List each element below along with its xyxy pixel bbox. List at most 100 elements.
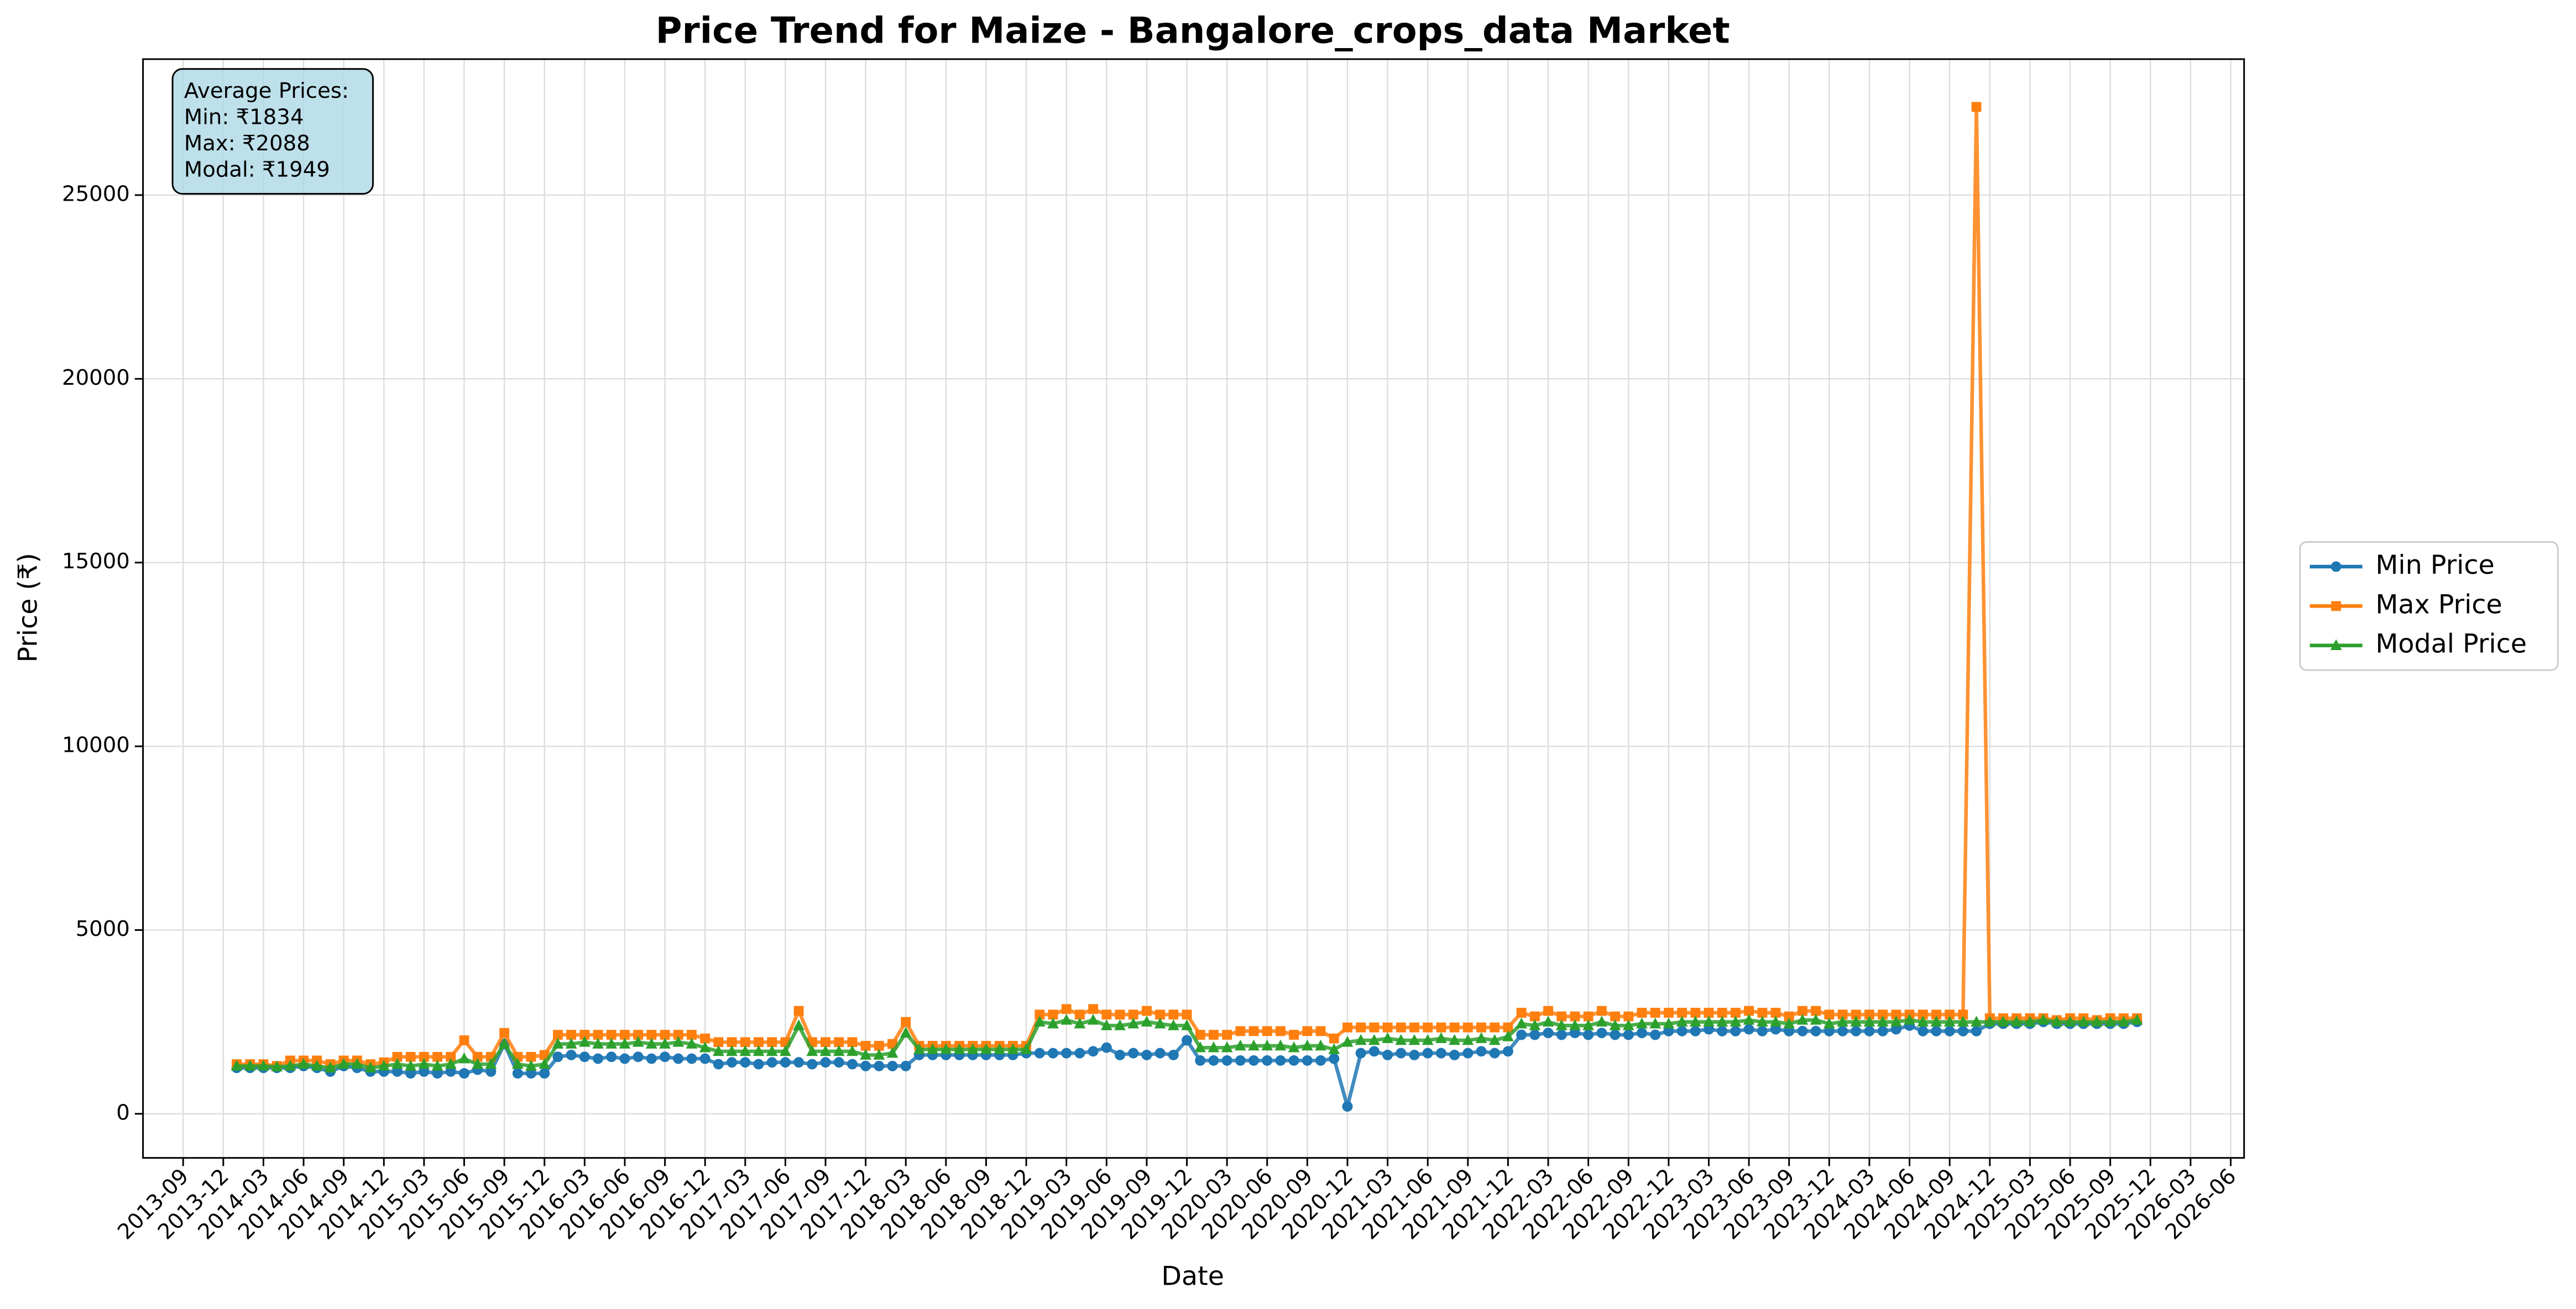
data-point (1677, 1008, 1687, 1018)
data-point (820, 1057, 831, 1068)
data-point (834, 1037, 844, 1048)
data-point (1208, 1055, 1219, 1066)
data-point (565, 1038, 577, 1049)
data-point (1757, 1008, 1768, 1018)
data-point (1141, 1050, 1152, 1061)
data-point (1168, 1009, 1179, 1020)
data-point (726, 1045, 738, 1056)
data-point (687, 1030, 697, 1040)
data-point (2024, 1015, 2036, 1027)
data-point (1261, 1039, 1273, 1051)
data-point (833, 1057, 844, 1068)
data-point (727, 1057, 738, 1068)
data-point (1703, 1015, 1715, 1027)
data-point (619, 1053, 630, 1064)
annotation-box (171, 68, 374, 195)
data-point (1502, 1030, 1514, 1041)
data-point (793, 1019, 805, 1030)
data-point (1717, 1008, 1727, 1018)
data-point (1435, 1032, 1447, 1043)
data-point (980, 1043, 992, 1054)
data-point (1811, 1006, 1821, 1016)
data-point (1716, 1015, 1728, 1027)
data-point (713, 1059, 724, 1070)
data-point (593, 1030, 603, 1040)
data-point (1609, 1019, 1621, 1030)
data-point (1462, 1022, 1473, 1033)
data-point (1637, 1008, 1647, 1018)
data-point (767, 1037, 777, 1048)
y-tick-label: 10000 (62, 733, 130, 758)
data-point (1756, 1015, 1768, 1027)
data-point (511, 1057, 524, 1069)
data-point (874, 1040, 884, 1051)
data-point (458, 1052, 470, 1064)
data-point (525, 1060, 537, 1071)
data-point (994, 1043, 1006, 1054)
data-point (1503, 1022, 1513, 1033)
data-point (672, 1035, 685, 1047)
data-point (1154, 1048, 1166, 1059)
data-point (860, 1049, 872, 1060)
legend-label: Min Price (2375, 550, 2494, 580)
data-point (499, 1028, 510, 1038)
data-point (713, 1045, 724, 1056)
data-point (740, 1037, 750, 1048)
data-point (1342, 1101, 1353, 1112)
data-point (873, 1049, 885, 1060)
data-point (2131, 1014, 2143, 1025)
data-point (338, 1057, 350, 1069)
data-point (1542, 1015, 1554, 1027)
data-point (311, 1060, 323, 1071)
data-point (1328, 1043, 1340, 1054)
data-point (1356, 1022, 1366, 1033)
data-point (1931, 1025, 1942, 1036)
data-point (1409, 1022, 1419, 1033)
data-point (1449, 1034, 1461, 1045)
data-point (1115, 1050, 1126, 1061)
data-point (579, 1051, 590, 1062)
data-point (1020, 1043, 1032, 1054)
data-point (1142, 1006, 1152, 1016)
data-point (1182, 1035, 1193, 1046)
data-point (1543, 1006, 1553, 1016)
data-point (1275, 1055, 1286, 1066)
data-point (1195, 1030, 1205, 1040)
data-point (913, 1043, 925, 1054)
legend-label: Max Price (2375, 589, 2502, 620)
data-point (1650, 1008, 1660, 1018)
data-point (459, 1035, 469, 1045)
data-point (1248, 1055, 1260, 1066)
data-point (833, 1045, 845, 1056)
data-point (1047, 1017, 1059, 1029)
data-point (1329, 1033, 1339, 1044)
data-point (686, 1053, 697, 1064)
data-point (1596, 1028, 1607, 1039)
data-point (1823, 1017, 1835, 1029)
data-point (753, 1045, 765, 1056)
data-point (2037, 1014, 2050, 1025)
data-point (659, 1038, 671, 1049)
data-point (793, 1006, 804, 1016)
data-point (1610, 1029, 1621, 1040)
data-point (405, 1060, 417, 1071)
data-point (2104, 1015, 2117, 1027)
data-point (699, 1041, 711, 1053)
data-point (1368, 1034, 1380, 1045)
data-point (700, 1033, 710, 1044)
data-point (1302, 1026, 1313, 1036)
data-point (258, 1060, 269, 1071)
data-point (1931, 1009, 1941, 1020)
y-tick-label: 25000 (62, 181, 130, 206)
data-point (2051, 1015, 2063, 1027)
data-point (1034, 1048, 1045, 1059)
data-point (1917, 1025, 1929, 1036)
data-point (1569, 1028, 1580, 1039)
data-point (1167, 1019, 1179, 1030)
data-point (526, 1051, 536, 1062)
annotation-text: Min: ₹1834 (184, 104, 304, 129)
data-point (1100, 1019, 1112, 1030)
data-point (860, 1040, 871, 1051)
data-point (1289, 1030, 1299, 1040)
